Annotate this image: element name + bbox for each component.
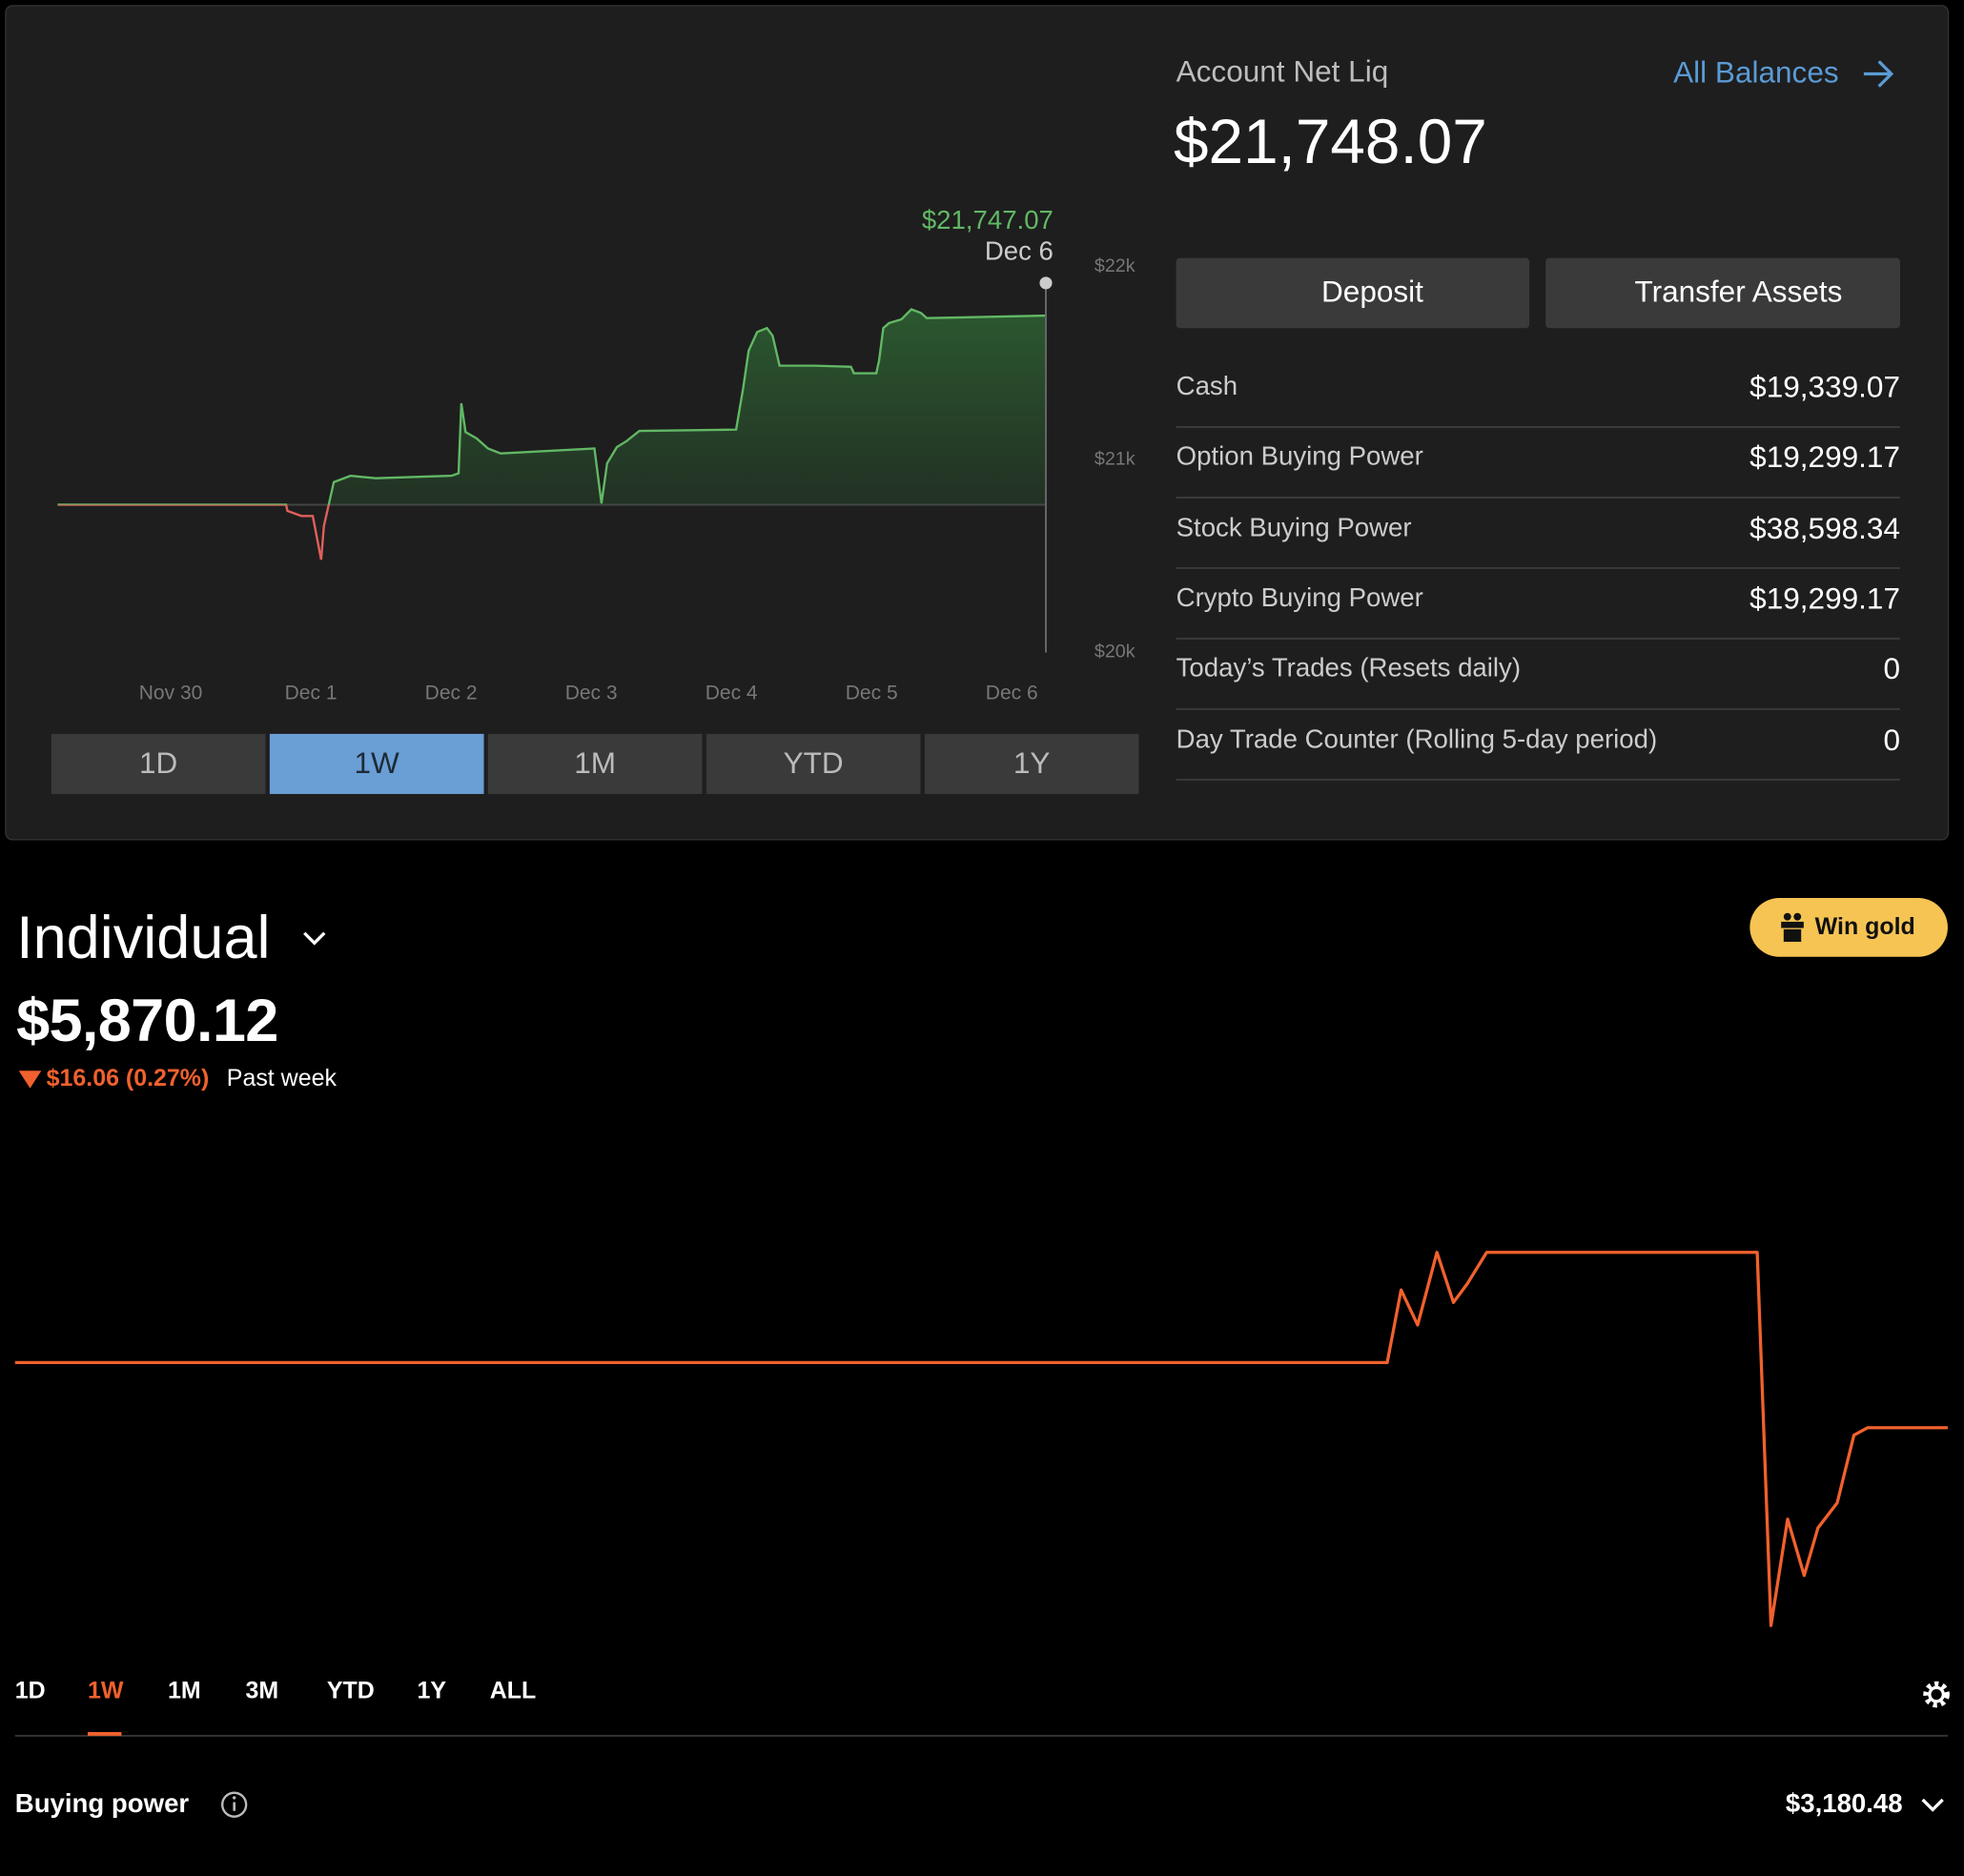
balance-label: Cash	[1176, 372, 1238, 401]
net-liq: $21,748.07	[1174, 106, 1487, 177]
account-name[interactable]: Individual	[16, 905, 271, 972]
balance-value: $19,339.07	[1749, 370, 1901, 405]
balance-value: $38,598.34	[1749, 511, 1901, 546]
x-tick-label: Dec 3	[565, 682, 618, 704]
transfer-button[interactable]	[1545, 257, 1901, 329]
balance-label: Today’s Trades (Resets daily)	[1176, 654, 1522, 683]
range-label: 1D	[139, 745, 177, 780]
panel-title: Account Net Liq	[1176, 54, 1389, 90]
balance-value: 0	[1883, 723, 1901, 758]
balance-value: 0	[1883, 652, 1901, 687]
range-tab[interactable]: 1W	[87, 1678, 124, 1705]
button-label: Deposit	[1321, 275, 1423, 310]
x-tick-label: Dec 4	[706, 682, 758, 704]
range-label: 1M	[574, 745, 616, 780]
x-tick-label: Dec 2	[425, 682, 478, 704]
x-tick-label: Dec 5	[846, 682, 898, 704]
range-tab[interactable]: YTD	[326, 1678, 375, 1705]
range-label: 1W	[355, 745, 400, 780]
all-balances-link[interactable]: All Balances	[1673, 56, 1839, 91]
x-tick-label: Dec 6	[986, 682, 1038, 704]
deposit-button[interactable]	[1176, 257, 1530, 329]
chevron	[303, 931, 326, 946]
promo-button[interactable]	[1749, 897, 1948, 957]
x-tick-label: Dec 1	[285, 682, 338, 704]
range-tab[interactable]: 1D	[14, 1678, 46, 1705]
range-tab[interactable]: 1M	[168, 1678, 201, 1705]
settings-icon[interactable]	[1923, 1681, 1950, 1708]
tooltip-date: Dec 6	[985, 236, 1054, 266]
account-value: $5,870.12	[16, 988, 278, 1055]
y-tick-label: $22k	[1095, 255, 1135, 276]
change: $16.06 (0.27%)	[46, 1066, 210, 1092]
range-button[interactable]	[269, 733, 484, 794]
info-icon[interactable]	[221, 1791, 248, 1818]
range-button[interactable]	[924, 733, 1139, 794]
tooltip-value: $21,747.07	[922, 205, 1054, 234]
arrow-icon	[1863, 60, 1894, 88]
gift-icon	[1781, 912, 1804, 942]
range-tab[interactable]: 1Y	[417, 1678, 447, 1705]
balance-label: Crypto Buying Power	[1176, 583, 1423, 613]
balance-label: Option Buying Power	[1176, 442, 1423, 472]
range-button[interactable]	[487, 733, 703, 794]
balance-label: Day Trade Counter (Rolling 5-day period)	[1176, 724, 1658, 754]
y-tick-label: $21k	[1095, 448, 1135, 469]
button-label: Transfer Assets	[1634, 275, 1843, 310]
line	[14, 1251, 1948, 1627]
area-fill	[57, 309, 1047, 505]
balance-value: $19,299.17	[1749, 440, 1901, 476]
range-tab[interactable]: ALL	[489, 1678, 537, 1705]
balance-label: Stock Buying Power	[1176, 513, 1412, 542]
range-button[interactable]	[706, 733, 921, 794]
range-tab[interactable]: 3M	[245, 1678, 279, 1705]
buying-power-label: Buying power	[14, 1789, 190, 1819]
down-triangle	[18, 1071, 42, 1089]
range-button[interactable]	[51, 733, 266, 794]
y-tick-label: $20k	[1095, 642, 1135, 663]
promo-label[interactable]: Win gold	[1814, 914, 1915, 941]
chevron[interactable]	[1921, 1798, 1944, 1812]
balance-value: $19,299.17	[1749, 581, 1901, 617]
x-tick-label: Nov 30	[139, 682, 203, 704]
line	[57, 308, 1047, 561]
period: Past week	[226, 1066, 337, 1092]
tab-underline	[87, 1731, 122, 1736]
buying-power-value: $3,180.48	[1785, 1789, 1903, 1819]
cursor-dot	[1039, 276, 1053, 290]
range-label: 1Y	[1013, 745, 1051, 780]
range-label: YTD	[784, 745, 844, 780]
